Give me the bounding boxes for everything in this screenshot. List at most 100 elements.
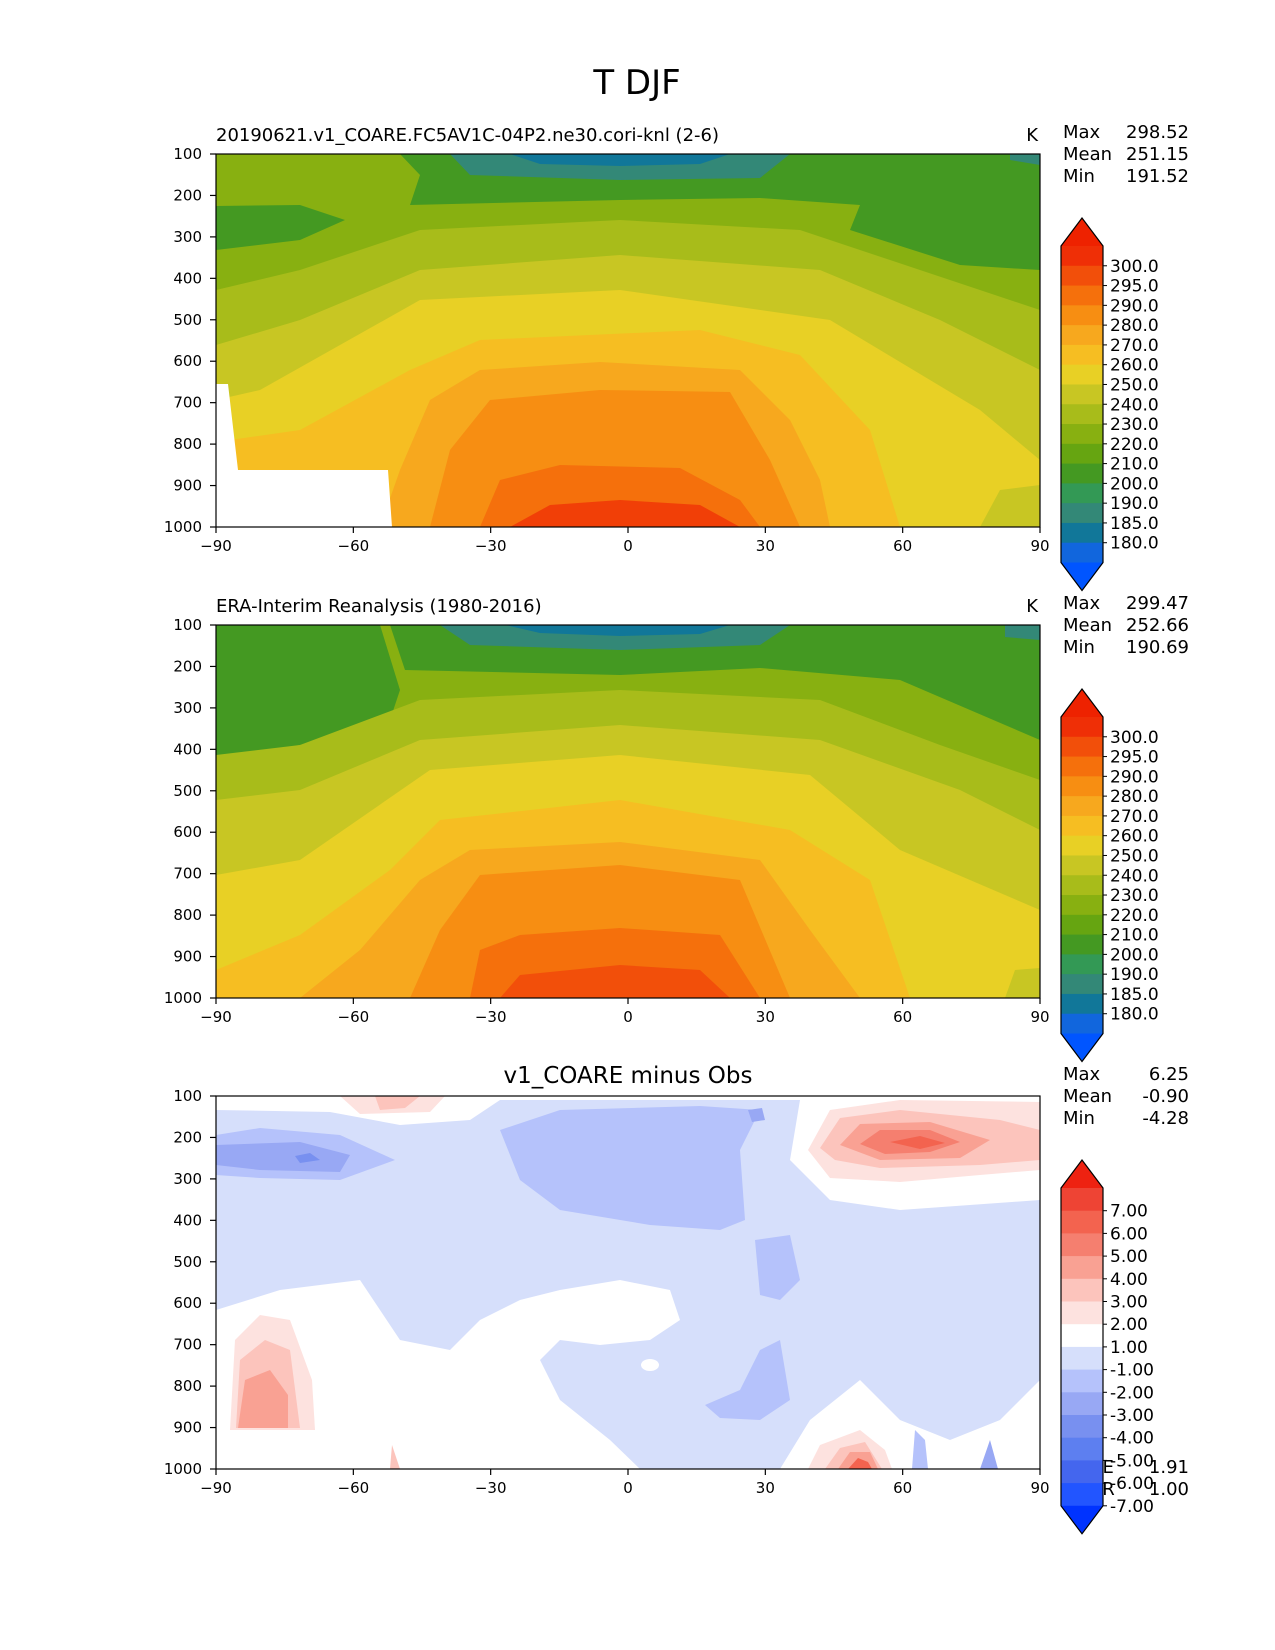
colorbar-label: 4.00	[1110, 1270, 1148, 1290]
colorbar-swatch	[1061, 1233, 1103, 1257]
colorbar-swatch	[1061, 1278, 1103, 1303]
colorbar-swatch	[1061, 855, 1103, 876]
colorbar-swatch	[1061, 1346, 1103, 1371]
colorbar-swatch	[1061, 522, 1103, 544]
y-tick-label: 1000	[164, 518, 202, 536]
colorbar-label: -3.00	[1110, 1406, 1154, 1426]
colorbar-label: 280.0	[1110, 787, 1159, 807]
colorbar-outline	[1060, 217, 1104, 592]
white-lower	[216, 1280, 680, 1469]
panel-test-units: K	[1026, 125, 1039, 146]
colorbar-swatch	[1061, 1460, 1103, 1484]
x-tick-label: −90	[200, 1479, 232, 1497]
colorbar-label: 210.0	[1110, 455, 1159, 475]
x-tick-label: −60	[338, 1479, 370, 1497]
y-tick-label: 400	[173, 740, 202, 758]
colorbar-swatch	[1061, 1369, 1103, 1393]
colorbar-swatch	[1061, 796, 1103, 817]
y-tick-label: 900	[173, 948, 202, 966]
y-tick-label: 100	[173, 145, 202, 163]
panel-test-contours	[216, 154, 1040, 527]
x-tick-label: 0	[623, 1008, 633, 1026]
colorbar-label: 1.00	[1110, 1338, 1148, 1358]
colorbar-swatch	[1061, 1324, 1103, 1348]
colorbar-label: 7.00	[1110, 1202, 1148, 1222]
y-tick-label: 1000	[164, 1460, 202, 1478]
panel-difference-x-axis: −90 −60 −30 0 30 60 90	[200, 1469, 1050, 1497]
y-tick-label: 100	[173, 616, 202, 634]
stat-value: 6.25	[1149, 1064, 1189, 1085]
y-tick-label: 700	[173, 394, 202, 412]
colorbar-label: 210.0	[1110, 926, 1159, 946]
colorbar-label: 2.00	[1110, 1315, 1148, 1335]
y-tick-label: 800	[173, 435, 202, 453]
panel-difference: v1_COARE minus Obs	[164, 1063, 1189, 1535]
colorbar-label: 295.0	[1110, 277, 1159, 297]
band-250-right	[980, 485, 1040, 527]
band-200-right	[1005, 625, 1040, 640]
colorbar-label: 250.0	[1110, 846, 1159, 866]
y-tick-label: 600	[173, 352, 202, 370]
y-tick-label: 200	[173, 657, 202, 675]
stat-label: Mean	[1063, 1086, 1112, 1107]
stat-value: 251.15	[1126, 144, 1189, 165]
colorbar-swatch	[1061, 483, 1103, 504]
x-tick-label: 90	[1030, 537, 1049, 555]
band-2-3-top	[375, 1096, 420, 1110]
colorbar-swatch	[1061, 1301, 1103, 1325]
y-tick-label: 800	[173, 906, 202, 924]
x-tick-label: −30	[475, 1479, 507, 1497]
x-tick-label: 60	[893, 537, 912, 555]
colorbar-label: 5.00	[1110, 1247, 1148, 1267]
band-210-left	[216, 205, 345, 250]
colorbar-label: -5.00	[1110, 1451, 1154, 1471]
band-m4-m5-left	[295, 1153, 320, 1163]
stat-label: Max	[1063, 122, 1101, 143]
colorbar-swatch	[1061, 344, 1103, 366]
stat-value: -4.28	[1142, 1108, 1189, 1129]
x-tick-label: 30	[756, 1008, 775, 1026]
colorbar-swatch	[1061, 562, 1103, 591]
stat-label: Max	[1063, 1064, 1101, 1085]
panel-test-stats: Max 298.52 Mean 251.15 Min 191.52	[1063, 122, 1189, 187]
band-m3-m4-left	[216, 1142, 350, 1172]
x-tick-label: −30	[475, 1008, 507, 1026]
colorbar-label: 260.0	[1110, 827, 1159, 847]
colorbar-swatch	[1061, 776, 1103, 797]
colorbar-label: 300.0	[1110, 257, 1159, 277]
colorbar-swatch	[1061, 1210, 1103, 1234]
colorbar-label: 180.0	[1110, 1005, 1159, 1025]
colorbar-swatch	[1061, 1013, 1103, 1035]
stat-value: 252.66	[1126, 615, 1189, 636]
band-210	[216, 625, 1040, 740]
colorbar-label: 185.0	[1110, 514, 1159, 534]
colorbar-label: 200.0	[1110, 945, 1159, 965]
colorbar-swatch	[1061, 717, 1103, 738]
colorbar-label: 230.0	[1110, 886, 1159, 906]
y-tick-label: 500	[173, 782, 202, 800]
band-neg-bottom-a	[912, 1430, 928, 1469]
colorbar-label: 220.0	[1110, 435, 1159, 455]
colorbar-label: 240.0	[1110, 395, 1159, 415]
colorbar-swatch	[1061, 835, 1103, 857]
colorbar-swatch	[1061, 424, 1103, 445]
y-tick-label: 300	[173, 1170, 202, 1188]
y-tick-label: 300	[173, 228, 202, 246]
colorbar-swatch	[1061, 325, 1103, 346]
colorbar-label: 6.00	[1110, 1224, 1148, 1244]
colorbar-swatch	[1061, 875, 1103, 896]
x-tick-label: 0	[623, 537, 633, 555]
panel-difference-title: v1_COARE minus Obs	[504, 1063, 753, 1089]
band-neg-bottom-b	[980, 1440, 998, 1469]
colorbar-label: 300.0	[1110, 728, 1159, 748]
y-tick-label: 200	[173, 186, 202, 204]
x-tick-label: 60	[893, 1479, 912, 1497]
colorbar-swatch	[1061, 954, 1103, 975]
panel-reference: ERA-Interim Reanalysis (1980-2016) K −90…	[164, 593, 1189, 1063]
y-tick-label: 300	[173, 699, 202, 717]
x-tick-label: −30	[475, 537, 507, 555]
band-250-right	[1005, 968, 1040, 998]
stat-label: Max	[1063, 593, 1101, 614]
x-tick-label: −60	[338, 1008, 370, 1026]
